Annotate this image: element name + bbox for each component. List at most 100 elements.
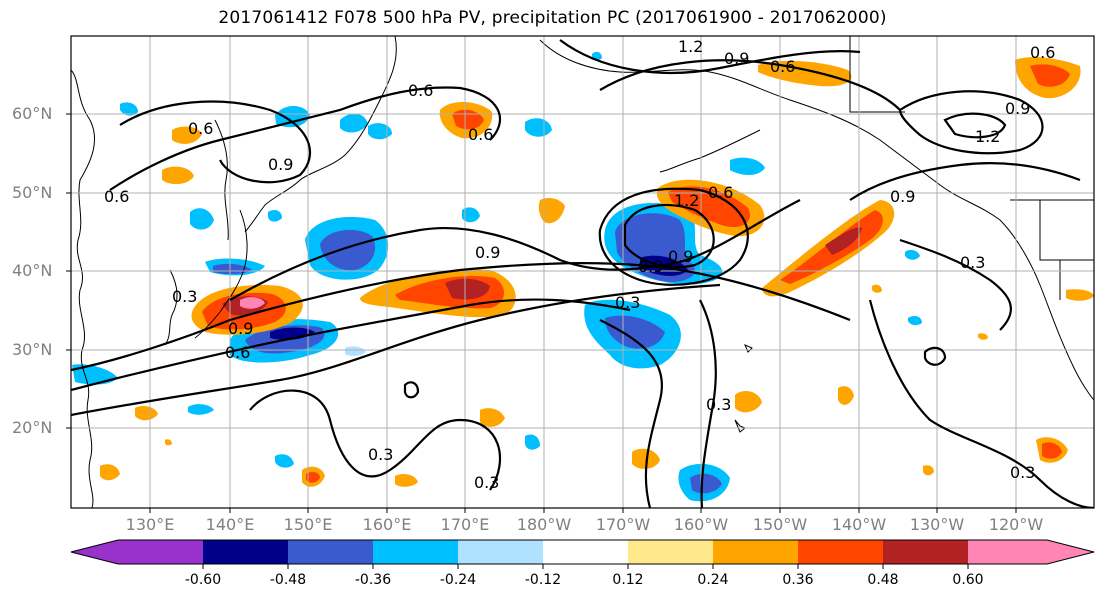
contour-0p6-south: [71, 298, 631, 392]
contour-label: 0.6: [708, 183, 733, 202]
contour-label: 0.9: [228, 319, 253, 338]
contour-label: 0.3: [706, 395, 731, 414]
contour-label: 0.6: [770, 57, 795, 76]
colorbar-tick-label: -0.60: [184, 572, 222, 588]
colorbar-swatch: [543, 540, 628, 564]
contour-0p3-south: [71, 283, 721, 417]
kamchatka-coast: [244, 36, 397, 233]
lon-label: 130°E: [125, 515, 175, 534]
map-title: 2017061412 F078 500 hPa PV, precipitatio…: [218, 8, 887, 28]
contour-0p3-se: [868, 299, 1094, 508]
blob-s-2-core: [690, 473, 722, 494]
contour-label: 0.6: [408, 81, 433, 100]
blob-sw-2: [275, 454, 294, 468]
contour-small-loop: [923, 346, 947, 366]
lon-label: 140°E: [205, 515, 255, 534]
colorbar-swatch: [968, 540, 1047, 564]
north-america-coast: [539, 39, 1094, 401]
contour-label: 0.6: [1030, 43, 1055, 62]
blob-japan-1: [190, 208, 214, 230]
blob-sw-pos-2: [100, 464, 120, 481]
blob-n-pos-2: [758, 60, 852, 87]
blob-e-pos: [1066, 289, 1094, 301]
contour-label: 0.6: [225, 343, 250, 362]
korea-coast: [164, 269, 178, 346]
asia-coast: [71, 69, 96, 508]
colorbar-swatch: [798, 540, 883, 564]
blob-tiny-3: [872, 284, 882, 293]
contour-label: 1.2: [975, 127, 1000, 146]
blob-sw-1: [188, 404, 214, 415]
blob-north-1: [275, 105, 310, 128]
lon-label: 140°W: [831, 515, 887, 534]
coastlines: [71, 36, 1094, 508]
blob-north-3: [368, 123, 392, 140]
blob-s-pos-6: [838, 386, 854, 405]
contour-small-loop-2: [403, 381, 420, 399]
lat-label: 20°N: [12, 418, 53, 437]
contour-label: 0.9: [268, 155, 293, 174]
blob-subtropical-core: [605, 315, 665, 349]
contour-label: 0.3: [615, 293, 640, 312]
contour-label: 0.6: [188, 119, 213, 138]
contour-label: 0.3: [474, 473, 499, 492]
positive-anomaly-blobs: [100, 57, 1094, 487]
blob-s-1: [525, 434, 540, 450]
border-1: [849, 36, 905, 113]
contour-0p9-ne: [849, 162, 1081, 201]
blob-cp-pos-mid: [668, 186, 750, 228]
lon-label: 130°W: [909, 515, 965, 534]
contour-0p9-south: [71, 262, 851, 372]
contour-0p6-north: [109, 86, 501, 191]
contour-label: 0.9: [890, 187, 915, 206]
lon-label: 180°W: [516, 515, 572, 534]
lon-label: 150°E: [283, 515, 333, 534]
contour-label: 0.3: [1010, 463, 1035, 482]
colorbar-swatch: [458, 540, 543, 564]
contour-label: 0.6: [468, 125, 493, 144]
contour-label: 0.9: [475, 243, 500, 262]
lon-label: 150°W: [752, 515, 808, 534]
colorbar-swatch: [628, 540, 713, 564]
contour-labels: 0.6 0.9 0.6 0.6 0.9 0.3 0.6 1.2 0.9 0.6 …: [104, 37, 1055, 492]
contour-label: 1.2: [674, 191, 699, 210]
lat-label: 50°N: [12, 183, 53, 202]
colorbar-swatch: [883, 540, 968, 564]
contour-1p2-ne-loop: [943, 112, 1007, 139]
colorbar-tick-label: -0.12: [524, 572, 562, 588]
hawaii: [734, 419, 746, 433]
colorbar-tick-label: -0.48: [269, 572, 307, 588]
contour-label: 0.3: [368, 445, 393, 464]
blob-mid-2: [345, 346, 366, 357]
contour-1p2-north: [559, 39, 861, 75]
contour-label: 0.9: [724, 49, 749, 68]
aleutians: [659, 129, 761, 173]
blob-nw-1: [120, 102, 138, 116]
blob-north-5: [730, 157, 765, 175]
colorbar-swatch: [373, 540, 458, 564]
lat-label: 40°N: [12, 261, 53, 280]
blob-tiny-2: [978, 333, 988, 340]
colorbar-tick-label: 0.48: [867, 572, 899, 588]
blob-mid-1: [462, 207, 480, 223]
colorbar-frame: [70, 539, 1095, 565]
blob-nw-pos-2: [162, 166, 194, 185]
contour-0p3-mid-south2: [699, 299, 717, 508]
colorbar-tick-label: 0.24: [697, 572, 729, 588]
contour-0p9-ne-loop: [898, 90, 1044, 155]
blob-e-2: [908, 315, 922, 326]
contour-0p9-north2: [599, 59, 901, 111]
colorbar-tick-label: 0.36: [782, 572, 814, 588]
sakhalin-coast: [214, 119, 229, 241]
blob-japan-3: [268, 210, 282, 222]
blob-s-pos-2: [480, 408, 505, 427]
lon-label: 160°E: [362, 515, 412, 534]
contour-0p9-north-loop: [119, 100, 312, 184]
lon-label: 160°W: [673, 515, 729, 534]
blob-japan-pos-peak: [240, 297, 265, 309]
blob-nw-pos: [172, 126, 202, 144]
lat-label: 30°N: [12, 340, 53, 359]
lon-label: 170°W: [595, 515, 651, 534]
blob-s-pos-1-mid: [306, 471, 320, 483]
contour-0p3-mid-south: [599, 319, 663, 508]
